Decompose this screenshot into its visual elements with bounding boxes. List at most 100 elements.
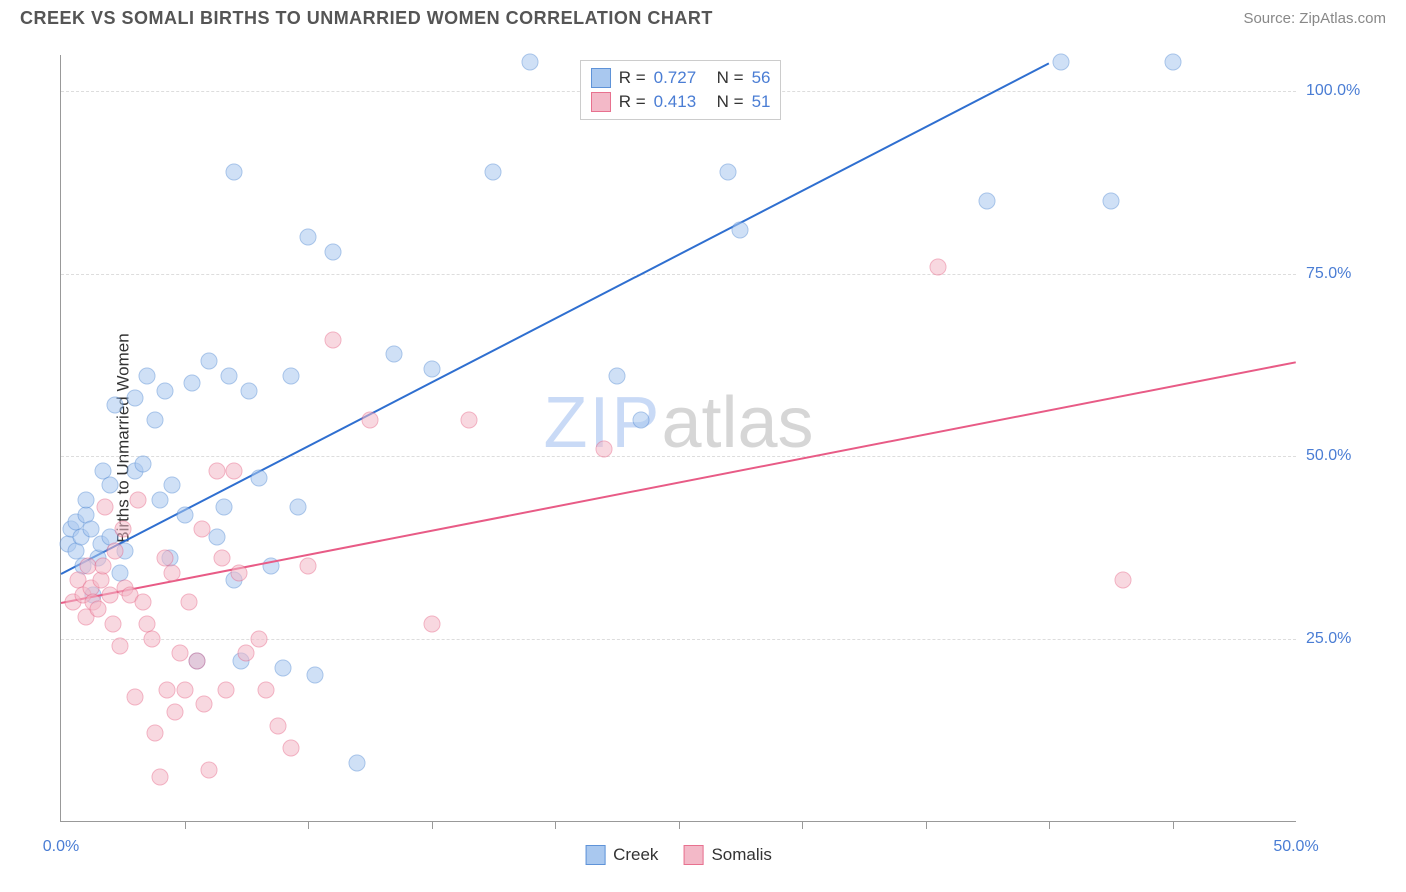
- gridline: [61, 456, 1296, 457]
- data-point: [156, 382, 173, 399]
- data-point: [979, 192, 996, 209]
- data-point: [208, 462, 225, 479]
- data-point: [107, 543, 124, 560]
- data-point: [300, 229, 317, 246]
- data-point: [176, 681, 193, 698]
- data-point: [218, 681, 235, 698]
- data-point: [596, 440, 613, 457]
- data-point: [238, 645, 255, 662]
- data-point: [201, 353, 218, 370]
- stats-row: R =0.413N =51: [591, 90, 771, 114]
- data-point: [361, 411, 378, 428]
- data-point: [282, 368, 299, 385]
- x-tick: [1173, 821, 1174, 829]
- legend-label: Somalis: [711, 845, 771, 865]
- stats-box: R =0.727N =56R =0.413N =51: [580, 60, 782, 120]
- data-point: [250, 630, 267, 647]
- data-point: [282, 740, 299, 757]
- data-point: [107, 397, 124, 414]
- legend-label: Creek: [613, 845, 658, 865]
- source-attribution: Source: ZipAtlas.com: [1243, 10, 1386, 27]
- legend-swatch: [683, 845, 703, 865]
- data-point: [146, 725, 163, 742]
- data-point: [349, 754, 366, 771]
- data-point: [225, 462, 242, 479]
- data-point: [181, 594, 198, 611]
- data-point: [1164, 54, 1181, 71]
- data-point: [270, 718, 287, 735]
- data-point: [423, 360, 440, 377]
- gridline: [61, 274, 1296, 275]
- data-point: [216, 499, 233, 516]
- legend-swatch: [585, 845, 605, 865]
- data-point: [386, 346, 403, 363]
- data-point: [1115, 572, 1132, 589]
- data-point: [112, 637, 129, 654]
- data-point: [134, 594, 151, 611]
- series-swatch: [591, 92, 611, 112]
- data-point: [220, 368, 237, 385]
- data-point: [522, 54, 539, 71]
- x-tick: [432, 821, 433, 829]
- y-tick-label: 75.0%: [1306, 265, 1376, 283]
- x-tick: [679, 821, 680, 829]
- data-point: [129, 492, 146, 509]
- gridline: [61, 639, 1296, 640]
- data-point: [300, 557, 317, 574]
- x-tick-label: 0.0%: [43, 838, 79, 856]
- y-axis-title: Births to Unmarried Women: [114, 333, 134, 542]
- y-tick-label: 100.0%: [1306, 82, 1376, 100]
- data-point: [193, 521, 210, 538]
- data-point: [250, 470, 267, 487]
- legend-item: Creek: [585, 845, 658, 865]
- trend-line: [61, 62, 1050, 574]
- x-tick: [308, 821, 309, 829]
- data-point: [485, 163, 502, 180]
- data-point: [159, 681, 176, 698]
- data-point: [324, 243, 341, 260]
- data-point: [104, 616, 121, 633]
- stats-row: R =0.727N =56: [591, 66, 771, 90]
- data-point: [213, 550, 230, 567]
- y-tick-label: 25.0%: [1306, 630, 1376, 648]
- data-point: [183, 375, 200, 392]
- data-point: [201, 761, 218, 778]
- data-point: [171, 645, 188, 662]
- x-tick: [802, 821, 803, 829]
- legend-item: Somalis: [683, 845, 771, 865]
- data-point: [144, 630, 161, 647]
- chart-title: CREEK VS SOMALI BIRTHS TO UNMARRIED WOME…: [20, 8, 713, 29]
- data-point: [1053, 54, 1070, 71]
- data-point: [258, 681, 275, 698]
- x-tick-label: 50.0%: [1273, 838, 1318, 856]
- data-point: [151, 492, 168, 509]
- legend: Creek Somalis: [585, 845, 772, 865]
- x-tick: [1049, 821, 1050, 829]
- data-point: [240, 382, 257, 399]
- data-point: [929, 258, 946, 275]
- data-point: [127, 688, 144, 705]
- data-point: [94, 557, 111, 574]
- data-point: [196, 696, 213, 713]
- data-point: [188, 652, 205, 669]
- data-point: [719, 163, 736, 180]
- x-tick: [185, 821, 186, 829]
- data-point: [732, 222, 749, 239]
- data-point: [275, 659, 292, 676]
- data-point: [460, 411, 477, 428]
- x-tick: [926, 821, 927, 829]
- data-point: [423, 616, 440, 633]
- series-swatch: [591, 68, 611, 88]
- data-point: [127, 389, 144, 406]
- data-point: [1102, 192, 1119, 209]
- data-point: [208, 528, 225, 545]
- data-point: [166, 703, 183, 720]
- scatter-chart: Births to Unmarried Women ZIPatlas Creek…: [60, 55, 1296, 822]
- data-point: [290, 499, 307, 516]
- data-point: [102, 477, 119, 494]
- data-point: [176, 506, 193, 523]
- data-point: [608, 368, 625, 385]
- watermark: ZIPatlas: [543, 382, 813, 464]
- data-point: [164, 477, 181, 494]
- data-point: [230, 564, 247, 581]
